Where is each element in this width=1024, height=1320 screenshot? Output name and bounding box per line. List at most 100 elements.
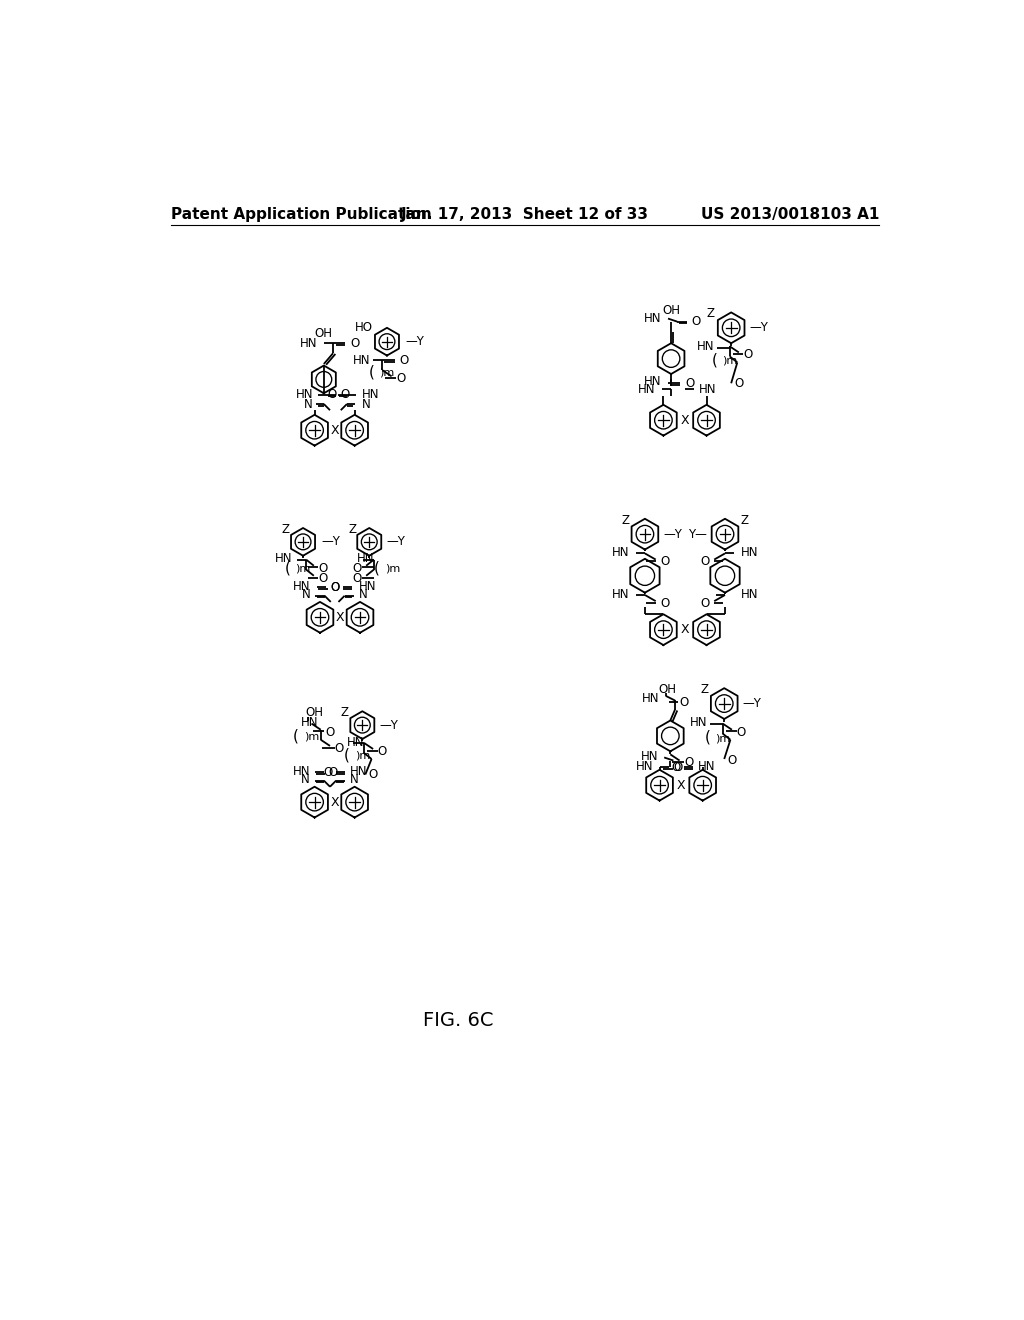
Text: (: ( (344, 747, 350, 763)
Text: N: N (301, 774, 310, 787)
Text: O: O (341, 388, 350, 401)
Text: Z: Z (707, 308, 714, 321)
Text: HN: HN (696, 339, 714, 352)
Text: OH: OH (663, 305, 680, 317)
Text: HN: HN (362, 388, 380, 401)
Text: O: O (660, 556, 670, 569)
Text: HN: HN (644, 375, 662, 388)
Text: O: O (672, 760, 681, 774)
Text: OH: OH (305, 706, 324, 719)
Text: O: O (352, 572, 361, 585)
Text: —Y: —Y (379, 718, 398, 731)
Text: (: ( (374, 561, 380, 576)
Text: X: X (331, 796, 339, 809)
Text: O: O (660, 597, 670, 610)
Text: Z: Z (349, 523, 357, 536)
Text: O: O (736, 726, 745, 739)
Text: Y—: Y— (688, 528, 707, 541)
Text: Patent Application Publication: Patent Application Publication (171, 207, 431, 222)
Text: HN: HN (690, 715, 708, 729)
Text: Z: Z (740, 513, 749, 527)
Text: X: X (681, 413, 689, 426)
Text: HN: HN (274, 552, 292, 565)
Text: —Y: —Y (664, 528, 682, 541)
Text: X: X (331, 424, 339, 437)
Text: O: O (329, 766, 338, 779)
Text: O: O (743, 348, 753, 362)
Text: O: O (331, 581, 340, 594)
Text: HN: HN (358, 579, 376, 593)
Text: Z: Z (340, 706, 348, 719)
Text: N: N (350, 774, 358, 787)
Text: O: O (335, 742, 344, 755)
Text: OH: OH (658, 684, 676, 696)
Text: HN: HN (698, 383, 717, 396)
Text: HN: HN (612, 546, 630, 560)
Text: —Y: —Y (742, 697, 762, 710)
Text: HN: HN (347, 735, 365, 748)
Text: )m: )m (385, 564, 400, 574)
Text: )m: )m (354, 751, 370, 760)
Text: HN: HN (293, 579, 310, 593)
Text: X: X (681, 623, 689, 636)
Text: Jan. 17, 2013  Sheet 12 of 33: Jan. 17, 2013 Sheet 12 of 33 (400, 207, 649, 222)
Text: O: O (369, 768, 378, 781)
Text: O: O (727, 754, 736, 767)
Text: HN: HN (640, 750, 658, 763)
Text: O: O (674, 760, 683, 774)
Text: FIG. 6C: FIG. 6C (423, 1011, 493, 1030)
Text: O: O (326, 726, 335, 739)
Text: O: O (352, 561, 361, 574)
Text: O: O (350, 337, 359, 350)
Text: HO: HO (355, 321, 373, 334)
Text: OH: OH (314, 326, 333, 339)
Text: —Y: —Y (750, 321, 769, 334)
Text: —Y: —Y (322, 536, 340, 548)
Text: O: O (680, 696, 689, 709)
Text: (: ( (712, 352, 717, 368)
Text: HN: HN (644, 312, 662, 325)
Text: —Y: —Y (406, 335, 424, 348)
Text: US 2013/0018103 A1: US 2013/0018103 A1 (700, 207, 879, 222)
Text: HN: HN (698, 760, 716, 774)
Text: N: N (362, 397, 371, 411)
Text: O: O (327, 388, 336, 401)
Text: O: O (684, 756, 693, 770)
Text: Z: Z (282, 523, 290, 536)
Text: )m: )m (304, 731, 319, 742)
Text: O: O (318, 561, 328, 574)
Text: )m: )m (379, 367, 394, 378)
Text: O: O (700, 556, 710, 569)
Text: HN: HN (352, 354, 370, 367)
Text: N: N (304, 397, 313, 411)
Text: X: X (336, 611, 344, 624)
Text: O: O (399, 354, 409, 367)
Text: N: N (358, 589, 368, 602)
Text: HN: HN (293, 764, 310, 777)
Text: O: O (691, 315, 700, 329)
Text: HN: HN (350, 764, 368, 777)
Text: (: ( (705, 730, 711, 744)
Text: HN: HN (357, 552, 375, 565)
Text: Z: Z (700, 684, 709, 696)
Text: N: N (302, 589, 310, 602)
Text: HN: HN (638, 383, 655, 396)
Text: O: O (734, 376, 743, 389)
Text: O: O (685, 376, 694, 389)
Text: O: O (324, 766, 333, 779)
Text: O: O (318, 572, 328, 585)
Text: )m: )m (722, 355, 737, 366)
Text: X: X (677, 779, 685, 792)
Text: HN: HN (740, 587, 758, 601)
Text: O: O (700, 597, 710, 610)
Text: )m: )m (295, 564, 310, 574)
Text: HN: HN (740, 546, 758, 560)
Text: (: ( (369, 364, 375, 380)
Text: HN: HN (300, 337, 317, 350)
Text: HN: HN (296, 388, 313, 401)
Text: Z: Z (622, 513, 630, 527)
Text: O: O (378, 744, 387, 758)
Text: O: O (396, 372, 406, 385)
Text: HN: HN (642, 692, 659, 705)
Text: —Y: —Y (386, 536, 406, 548)
